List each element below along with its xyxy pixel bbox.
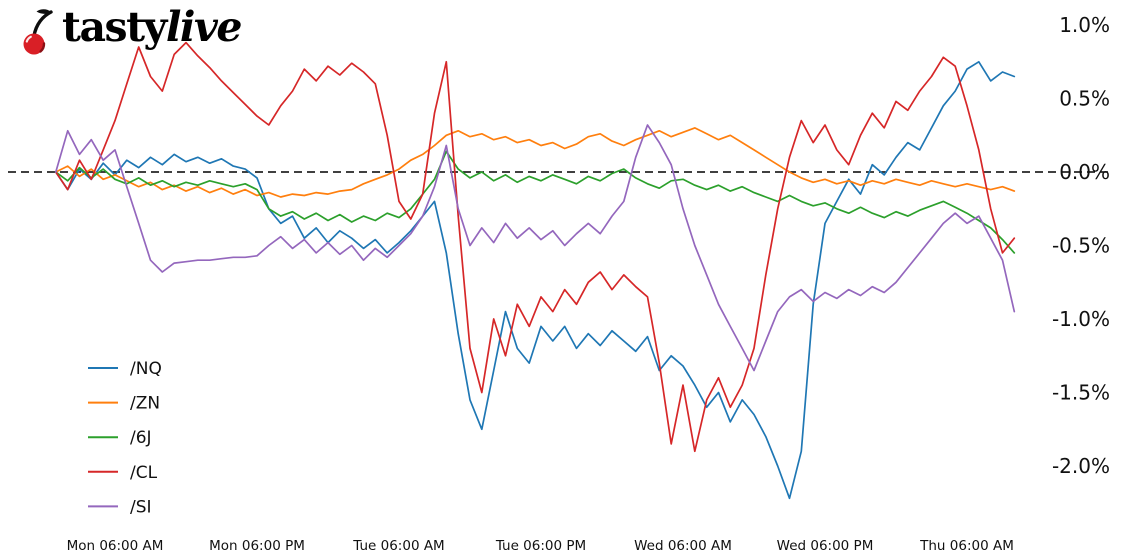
y-axis-label: 1.0%	[1059, 13, 1110, 37]
y-axis-label: -0.5%	[1052, 234, 1110, 258]
series-line-cl	[54, 41, 1016, 453]
x-axis-label: Tue 06:00 AM	[352, 538, 444, 554]
brand-wordmark: tastylive	[62, 3, 243, 51]
legend-item-zn: /ZN	[88, 394, 160, 414]
x-axis-label: Wed 06:00 PM	[777, 538, 874, 554]
legend-item-6j: /6J	[88, 428, 152, 448]
x-axis-label: Tue 06:00 PM	[495, 538, 586, 554]
legend-label: /NQ	[130, 359, 162, 379]
legend-label: /6J	[130, 428, 152, 448]
y-axis-label: -1.0%	[1052, 307, 1110, 331]
series-line-zn	[54, 127, 1016, 198]
legend-label: /SI	[130, 497, 152, 517]
logo-text-live: live	[165, 3, 243, 51]
y-axis-label: 0.5%	[1059, 87, 1110, 111]
y-axis-label: 0.0%	[1059, 160, 1110, 184]
x-axis-label: Mon 06:00 PM	[209, 538, 305, 554]
tastylive-logo: tastylive	[20, 3, 243, 56]
x-axis-label: Mon 06:00 AM	[67, 538, 164, 554]
x-axis-label: Thu 06:00 AM	[919, 538, 1014, 554]
legend-label: /ZN	[130, 394, 160, 414]
legend-label: /CL	[130, 463, 158, 483]
legend-item-si: /SI	[88, 497, 152, 517]
logo-text-tasty: tasty	[62, 3, 167, 51]
series-line-6j	[54, 150, 1016, 254]
x-axis-label: Wed 06:00 AM	[634, 538, 732, 554]
series-line-nq	[54, 60, 1016, 500]
series-line-si	[54, 124, 1016, 372]
legend: /NQ/ZN/6J/CL/SI	[88, 359, 162, 517]
y-axis-label: -1.5%	[1052, 381, 1110, 405]
legend-item-nq: /NQ	[88, 359, 162, 379]
cherry-icon	[23, 9, 53, 55]
y-axis-label: -2.0%	[1052, 454, 1110, 478]
legend-item-cl: /CL	[88, 463, 158, 483]
